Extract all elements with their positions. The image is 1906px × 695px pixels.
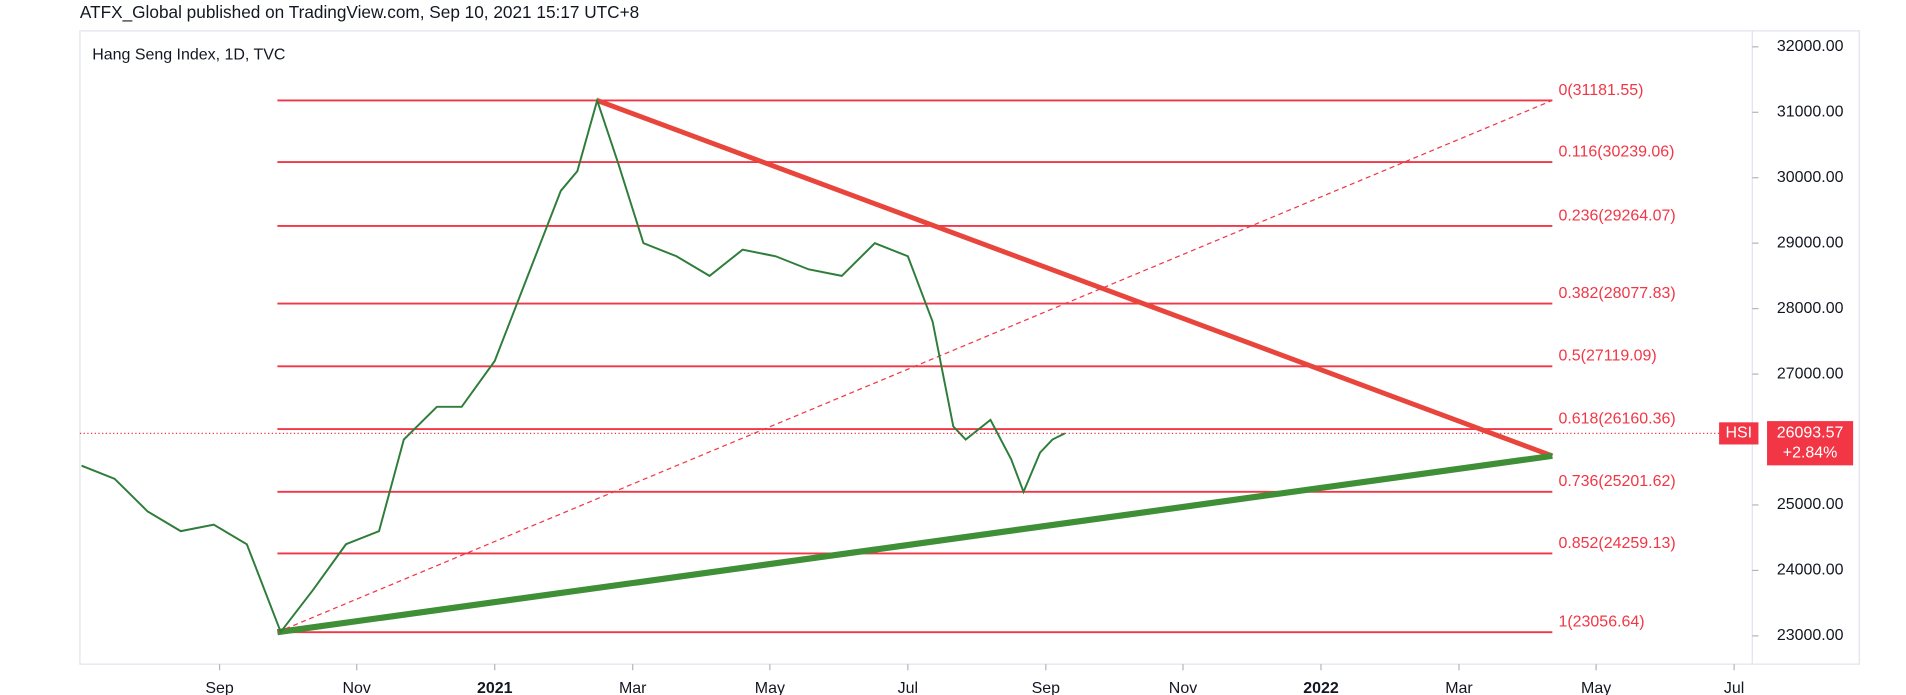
fib-label: 0.236(29264.07) <box>1558 207 1675 224</box>
x-tick-label: Sep <box>205 680 234 695</box>
fib-label: 0.116(30239.06) <box>1558 143 1674 160</box>
symbol-badge <box>1719 422 1759 445</box>
x-tick-label: May <box>1581 680 1611 695</box>
trendline <box>276 452 1553 636</box>
trendline <box>596 98 1554 459</box>
y-tick-label: 30000.00 <box>1777 169 1844 186</box>
chart-title: Hang Seng Index, 1D, TVC <box>92 47 285 64</box>
header: ATFX_Global published on TradingView.com… <box>80 2 639 22</box>
x-tick-label: Mar <box>619 680 647 695</box>
y-tick-label: 23000.00 <box>1777 627 1844 644</box>
fib-label: 1(23056.64) <box>1558 614 1644 631</box>
symbol-label: HSI <box>1725 425 1752 442</box>
last-price: 26093.57 <box>1777 425 1844 442</box>
x-tick-label: 2022 <box>1303 680 1339 695</box>
last-change: +2.84% <box>1783 444 1838 461</box>
y-tick-label: 32000.00 <box>1777 38 1844 55</box>
frame <box>79 30 1860 665</box>
price-line <box>81 97 1066 634</box>
y-tick-label: 29000.00 <box>1777 234 1844 251</box>
fib-label: 0.382(28077.83) <box>1558 285 1675 302</box>
fib-label: 0.5(27119.09) <box>1558 348 1656 365</box>
x-tick-label: Mar <box>1445 680 1473 695</box>
x-tick-label: Nov <box>343 680 371 695</box>
y-tick-label: 25000.00 <box>1777 496 1844 513</box>
fib-label: 0.852(24259.13) <box>1558 535 1675 552</box>
fib-label: 0.736(25201.62) <box>1558 473 1675 490</box>
x-tick-label: May <box>755 680 785 695</box>
y-tick-label: 28000.00 <box>1777 300 1844 317</box>
y-tick-label: 24000.00 <box>1777 562 1844 579</box>
x-tick-label: Sep <box>1032 680 1061 695</box>
x-tick-label: Jul <box>1724 680 1744 695</box>
y-tick-label: 31000.00 <box>1777 103 1844 120</box>
x-tick-label: Nov <box>1169 680 1197 695</box>
y-tick-label: 27000.00 <box>1777 365 1844 382</box>
trendline <box>277 99 1553 633</box>
x-tick-label: Jul <box>898 680 918 695</box>
price-badge <box>1767 421 1854 466</box>
fib-label: 0.618(26160.36) <box>1558 410 1675 427</box>
fib-label: 0(31181.55) <box>1558 82 1643 99</box>
x-tick-label: 2021 <box>477 680 513 695</box>
